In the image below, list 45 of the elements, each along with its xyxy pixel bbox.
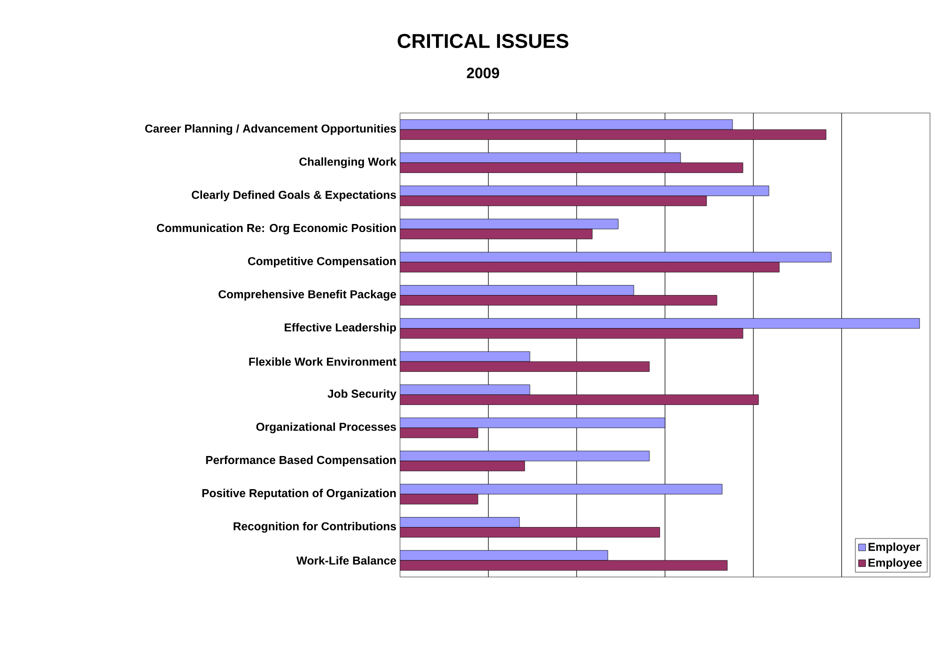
y-tick-label: Organizational Processes: [256, 422, 396, 434]
bar: [400, 262, 780, 272]
y-tick-label: Effective Leadership: [284, 323, 396, 334]
bar: [400, 517, 520, 528]
y-tick-label: Communication Re: Org Economic Position: [156, 224, 396, 234]
bar: [400, 394, 759, 405]
bar: [400, 527, 660, 538]
bar: [400, 550, 608, 561]
bar: [400, 252, 832, 262]
y-tick-label: Job Security: [328, 389, 396, 400]
bar: [400, 285, 634, 296]
y-tick-label: Positive Reputation of Organization: [202, 488, 396, 500]
bar: [400, 428, 478, 438]
bar: [400, 494, 478, 504]
bar: [400, 418, 666, 428]
y-tick-label: Performance Based Compensation: [206, 456, 396, 466]
chart-title: CRITICAL ISSUES: [398, 34, 568, 48]
chart-subtitle: 2009: [466, 68, 500, 78]
bar: [400, 560, 728, 571]
y-tick-label: Challenging Work: [299, 157, 396, 168]
bar: [400, 450, 650, 462]
bar: [400, 295, 718, 306]
bar: [400, 384, 530, 395]
y-tick-label: Competitive Compensation: [248, 256, 396, 268]
bar: [400, 119, 733, 130]
bar: [400, 218, 618, 230]
y-tick-label: Flexible Work Environment: [249, 357, 396, 366]
bar: [400, 162, 744, 173]
bar: [400, 186, 770, 196]
legend-label: Employer: [868, 542, 920, 554]
y-tick-label: Recognition for Contributions: [234, 522, 396, 533]
legend-label: Employee: [868, 558, 922, 570]
bar: [400, 361, 650, 372]
y-tick-label: Career Planning / Advancement Opportunities: [145, 124, 396, 135]
bar: [400, 228, 592, 240]
bar: [400, 318, 920, 329]
bar: [400, 460, 525, 472]
bar: [400, 129, 826, 140]
bar: [400, 484, 722, 494]
bar: [400, 196, 707, 206]
y-tick-label: Comprehensive Benefit Package: [218, 290, 396, 301]
y-tick-label: Clearly Defined Goals & Expectations: [192, 190, 396, 202]
bar: [400, 328, 744, 339]
y-tick-label: Work-Life Balance: [296, 556, 396, 565]
bar: [400, 152, 681, 163]
